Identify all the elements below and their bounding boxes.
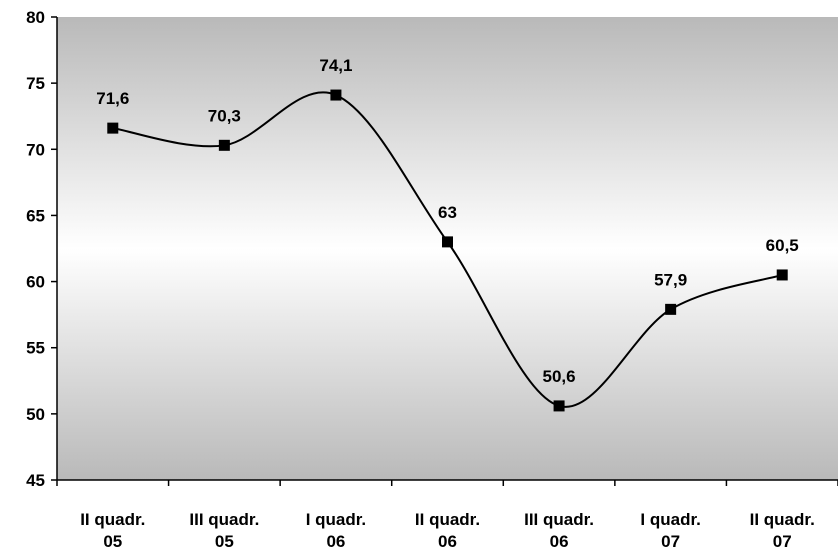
data-markers bbox=[107, 89, 788, 412]
x-tick-label: I quadr. 06 bbox=[306, 510, 366, 551]
y-tick-label: 75 bbox=[26, 74, 45, 93]
data-label: 70,3 bbox=[208, 106, 241, 125]
data-label: 74,1 bbox=[319, 56, 352, 75]
data-point bbox=[442, 236, 453, 248]
data-point bbox=[330, 89, 342, 101]
plot-area bbox=[57, 17, 838, 480]
x-tick-label: II quadr. 07 bbox=[750, 510, 815, 551]
x-axis: II quadr. 05 III quadr. 05 I quadr. 06 II quad… bbox=[56, 479, 838, 551]
y-axis: 45 50 55 60 65 70 75 80 bbox=[26, 8, 58, 490]
y-tick-label: 60 bbox=[26, 273, 45, 292]
data-point bbox=[776, 269, 788, 281]
data-label: 57,9 bbox=[654, 270, 687, 289]
data-label: 71,6 bbox=[96, 89, 129, 108]
y-tick-label: 70 bbox=[26, 140, 45, 159]
x-tick-label: I quadr. 07 bbox=[640, 510, 700, 551]
x-tick-label: III quadr. 06 bbox=[524, 510, 594, 551]
y-tick-label: 50 bbox=[26, 405, 45, 424]
x-tick-label: III quadr. 05 bbox=[189, 510, 259, 551]
data-point bbox=[665, 303, 677, 315]
x-tick-label: II quadr. 05 bbox=[80, 510, 145, 551]
y-tick-label: 65 bbox=[26, 206, 45, 225]
data-point bbox=[553, 400, 565, 412]
data-label: 50,6 bbox=[543, 367, 576, 386]
y-tick-label: 45 bbox=[26, 471, 45, 490]
data-label: 60,5 bbox=[766, 236, 799, 255]
data-point bbox=[218, 139, 230, 151]
y-tick-label: 80 bbox=[26, 8, 45, 27]
x-tick-label: II quadr. 06 bbox=[415, 510, 480, 551]
data-label: 63 bbox=[438, 203, 457, 222]
data-point bbox=[107, 122, 119, 134]
data-labels: 71,6 70,3 74,1 63 50,6 57,9 60,5 bbox=[96, 56, 799, 386]
y-tick-label: 55 bbox=[26, 339, 45, 358]
